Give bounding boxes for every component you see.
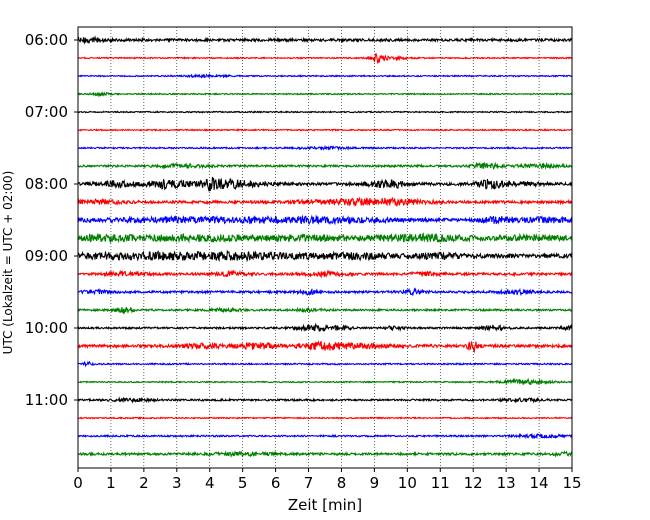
x-axis-label: Zeit [min] xyxy=(288,496,362,514)
trace-0645 xyxy=(77,90,572,98)
trace-0715 xyxy=(77,128,573,132)
x-tick-label: 7 xyxy=(304,474,314,492)
x-tick-label: 2 xyxy=(139,474,149,492)
trace-1130 xyxy=(77,432,573,440)
x-tick-label: 4 xyxy=(205,474,215,492)
x-tick-label: 10 xyxy=(398,474,417,492)
plot-frame xyxy=(77,26,573,469)
trace-0845 xyxy=(77,232,573,245)
trace-0900 xyxy=(77,249,573,263)
trace-0930 xyxy=(77,287,573,297)
y-tick-label: 06:00 xyxy=(25,31,68,49)
y-tick-label: 07:00 xyxy=(25,103,68,121)
y-tick-label: 10:00 xyxy=(25,319,68,337)
trace-0730 xyxy=(77,144,573,152)
x-tick-label: 9 xyxy=(370,474,380,492)
x-tick-label: 8 xyxy=(337,474,347,492)
trace-1030 xyxy=(77,360,573,368)
traces-layer xyxy=(77,35,573,459)
x-tick-label: 6 xyxy=(271,474,281,492)
y-axis-label: UTC (Lokalzeit = UTC + 02:00) xyxy=(1,171,15,355)
x-tick-label: 5 xyxy=(238,474,248,492)
y-tick-label: 08:00 xyxy=(25,175,68,193)
trace-0815 xyxy=(77,196,573,207)
trace-0830 xyxy=(77,214,573,226)
trace-1015 xyxy=(77,340,573,354)
x-tick-label: 0 xyxy=(73,474,83,492)
trace-0745 xyxy=(77,161,573,170)
x-tick-label: 11 xyxy=(431,474,450,492)
y-tick-label: 09:00 xyxy=(25,247,68,265)
trace-0630 xyxy=(77,72,573,79)
x-tick-label: 13 xyxy=(497,474,516,492)
trace-0700 xyxy=(77,110,573,114)
x-tick-label: 15 xyxy=(562,474,581,492)
x-tick-label: 12 xyxy=(464,474,483,492)
x-axis-ticks: 0 1 2 3 4 5 6 7 8 9 10 11 12 13 14 15 xyxy=(73,468,582,492)
trace-1100 xyxy=(77,396,573,404)
trace-0615 xyxy=(77,52,573,64)
trace-1145 xyxy=(77,450,573,459)
trace-0600 xyxy=(77,35,573,45)
trace-1115 xyxy=(77,416,573,420)
x-tick-label: 1 xyxy=(106,474,116,492)
trace-0915 xyxy=(77,269,573,279)
x-tick-label: 14 xyxy=(530,474,549,492)
y-axis-ticks: 06:00 07:00 08:00 09:00 10:00 11:00 xyxy=(25,31,78,409)
x-tick-label: 3 xyxy=(172,474,182,492)
y-tick-label: 11:00 xyxy=(25,391,68,409)
trace-0945 xyxy=(77,306,573,315)
trace-1000 xyxy=(77,322,573,333)
trace-0800 xyxy=(77,176,573,192)
trace-1045 xyxy=(77,377,573,386)
